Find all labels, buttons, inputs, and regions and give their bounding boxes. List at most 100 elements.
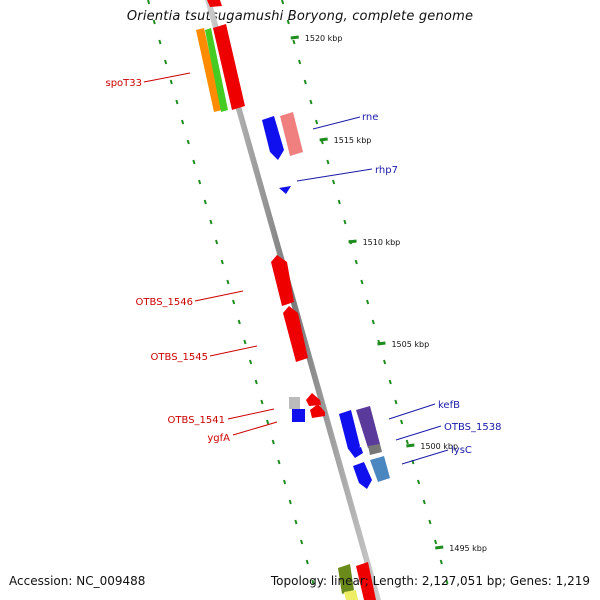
ring-dot [445, 579, 449, 585]
ring-dot [434, 539, 438, 545]
ring-dot [181, 119, 185, 125]
ring-dot [332, 179, 336, 185]
scale-tick [348, 239, 357, 244]
forward-strand-genes [262, 112, 390, 489]
ring-dot [303, 79, 307, 85]
gene-rhp7[interactable] [279, 186, 291, 194]
label-rhp7[interactable]: rhp7 [375, 165, 398, 176]
ring-dot [192, 159, 196, 165]
ring-dot [309, 99, 313, 105]
label-otbs-1538[interactable]: OTBS_1538 [444, 422, 501, 433]
ring-dot [169, 79, 173, 85]
ring-dot [400, 419, 404, 425]
ring-dot [203, 199, 207, 205]
gene-lysc-blue[interactable] [353, 462, 372, 489]
ring-dot [298, 59, 302, 65]
ring-dot [283, 479, 287, 485]
gene-gray-block[interactable] [289, 397, 300, 409]
gene-small-gray[interactable] [368, 444, 382, 455]
ring-dot [281, 0, 285, 5]
gene-otbs-1541[interactable] [306, 393, 321, 406]
ring-dot [354, 259, 358, 265]
gene-ygfa[interactable] [310, 404, 325, 418]
dotted-rings [147, 0, 449, 585]
scale-ticks: 1520 kbp 1515 kbp 1510 kbp 1505 kbp 1500 kbp… [290, 34, 487, 553]
ring-dot [249, 359, 253, 365]
ring-dot [243, 339, 247, 345]
gene-olive-bottom[interactable] [338, 564, 354, 594]
gene-kefb[interactable] [339, 410, 360, 455]
scale-tick [406, 443, 415, 448]
label-lysc[interactable]: lysC [451, 445, 472, 456]
ring-dot [366, 299, 370, 305]
ring-dot [388, 379, 392, 385]
label-spot33[interactable]: spoT33 [105, 78, 142, 89]
gene-labels: spoT33 OTBS_1546 OTBS_1545 OTBS_1541 ygf… [105, 78, 501, 456]
ring-dot [232, 299, 236, 305]
ring-dot [186, 139, 190, 145]
label-ygfa[interactable]: ygfA [207, 433, 230, 444]
gene-orange[interactable] [196, 28, 222, 112]
ring-dot [292, 39, 296, 45]
ring-dot [254, 379, 258, 385]
gene-otbs-1546[interactable] [271, 255, 294, 306]
reverse-strand-genes [196, 0, 376, 600]
gene-ygfa-blue[interactable] [292, 409, 305, 422]
scale-tick [290, 35, 299, 40]
accession-text: Accession: NC_009488 [9, 574, 146, 588]
scale-tick [377, 341, 386, 346]
ring-dot [360, 279, 364, 285]
scale-tick-label: 1500 kbp [420, 442, 458, 451]
label-otbs-1541[interactable]: OTBS_1541 [168, 415, 225, 426]
ring-dot [305, 559, 309, 565]
ring-dot [311, 579, 315, 585]
ring-dot [158, 39, 162, 45]
label-rne[interactable]: rne [362, 112, 378, 123]
ring-dot [288, 499, 292, 505]
ring-dot [343, 219, 347, 225]
gene-rne-pink[interactable] [280, 112, 303, 156]
ring-dot [315, 119, 319, 125]
ring-dot [294, 519, 298, 525]
ring-dot [215, 239, 219, 245]
ring-dot [286, 19, 290, 25]
scale-tick-label: 1520 kbp [305, 34, 343, 43]
ring-dot [175, 99, 179, 105]
gene-lysc[interactable] [370, 456, 390, 482]
ring-dot [439, 559, 443, 565]
gene-rne-blue[interactable] [262, 116, 284, 160]
scale-tick-label: 1495 kbp [449, 544, 487, 553]
ring-dot [300, 539, 304, 545]
scale-tick-label: 1515 kbp [334, 136, 372, 145]
gene-red-top[interactable] [207, 0, 222, 7]
scale-tick [435, 545, 444, 550]
gene-red[interactable] [213, 24, 245, 110]
gene-red-bottom[interactable] [356, 562, 376, 600]
gene-small-blue[interactable] [349, 447, 363, 458]
scale-tick [319, 137, 328, 142]
ring-dot [422, 499, 426, 505]
genome-summary: Topology: linear; Length: 2,127,051 bp; … [270, 574, 590, 588]
ring-dot [277, 459, 281, 465]
ring-dot [383, 359, 387, 365]
ring-dot [198, 179, 202, 185]
ring-dot [405, 439, 409, 445]
ring-dot [337, 199, 341, 205]
ring-dot [237, 319, 241, 325]
ring-dot [371, 319, 375, 325]
ring-dot [152, 19, 156, 25]
gene-green[interactable] [205, 28, 228, 112]
label-otbs-1546[interactable]: OTBS_1546 [136, 297, 193, 308]
scale-tick-label: 1505 kbp [391, 340, 429, 349]
ring-dot [260, 399, 264, 405]
ring-dot [428, 519, 432, 525]
label-kefb[interactable]: kefB [438, 400, 460, 411]
label-otbs-1545[interactable]: OTBS_1545 [151, 352, 208, 363]
ring-dot [164, 59, 168, 65]
gene-otbs-1538[interactable] [356, 406, 380, 448]
label-leader-lines [143, 72, 449, 465]
gene-yellow-bottom[interactable] [344, 590, 358, 600]
gene-otbs-1545[interactable] [283, 306, 308, 362]
ring-dot [226, 279, 230, 285]
